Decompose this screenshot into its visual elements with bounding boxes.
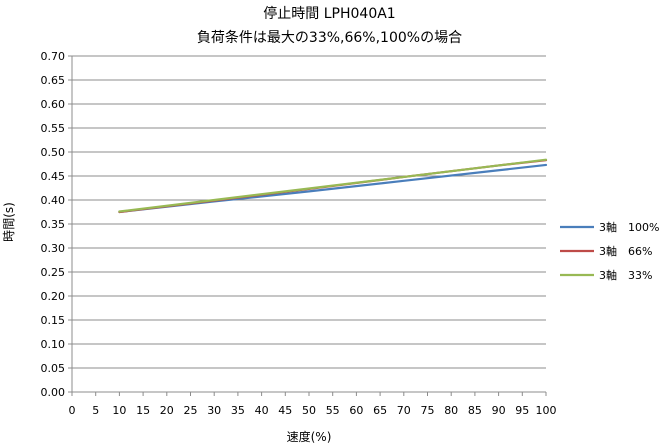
y-tick-label: 0.25 <box>41 266 66 279</box>
x-tick-label: 30 <box>207 404 221 417</box>
x-tick-label: 0 <box>69 404 76 417</box>
x-tick-label: 35 <box>231 404 245 417</box>
y-tick-label: 0.55 <box>41 122 66 135</box>
y-axis-ticks: 0.00 0.05 0.10 0.15 0.20 0.25 0.30 0.35 0.40 0.45… <box>41 50 72 399</box>
x-tick-label: 65 <box>373 404 387 417</box>
x-tick-label: 85 <box>468 404 482 417</box>
x-tick-label: 75 <box>421 404 435 417</box>
x-tick-label: 100 <box>536 404 557 417</box>
legend: 3軸 100% 3軸 66% 3軸 33% <box>560 220 659 282</box>
y-tick-label: 0.35 <box>41 218 66 231</box>
x-tick-label: 70 <box>397 404 411 417</box>
x-tick-label: 10 <box>112 404 126 417</box>
x-tick-label: 45 <box>278 404 292 417</box>
x-tick-label: 25 <box>184 404 198 417</box>
x-tick-label: 60 <box>349 404 363 417</box>
y-tick-label: 0.65 <box>41 74 66 87</box>
chart-title: 停止時間 LPH040A1 <box>263 6 396 22</box>
x-tick-label: 95 <box>515 404 529 417</box>
y-tick-label: 0.50 <box>41 146 66 159</box>
x-tick-label: 90 <box>492 404 506 417</box>
series-line-3 <box>118 158 548 213</box>
x-tick-label: 50 <box>302 404 316 417</box>
y-tick-label: 0.20 <box>41 290 66 303</box>
chart-subtitle: 負荷条件は最大の33%,66%,100%の場合 <box>196 30 463 46</box>
y-tick-label: 0.15 <box>41 314 66 327</box>
x-tick-label: 55 <box>326 404 340 417</box>
x-tick-label: 15 <box>136 404 150 417</box>
y-tick-label: 0.60 <box>41 98 66 111</box>
y-tick-label: 0.40 <box>41 194 66 207</box>
y-tick-label: 0.10 <box>41 338 66 351</box>
x-axis-ticks: 0 5 10 15 20 25 30 35 40 45 50 55 60 65 70 75 80 85 90 95 10… <box>69 392 557 417</box>
x-tick-label: 5 <box>92 404 99 417</box>
y-tick-label: 0.30 <box>41 242 66 255</box>
y-tick-label: 0.70 <box>41 50 66 63</box>
series-lines <box>118 158 548 214</box>
y-tick-label: 0.00 <box>41 386 66 399</box>
gridlines <box>72 55 546 369</box>
y-tick-label: 0.05 <box>41 362 66 375</box>
x-axis-label: 速度(%) <box>287 429 332 443</box>
x-tick-label: 40 <box>255 404 269 417</box>
x-tick-label: 80 <box>444 404 458 417</box>
y-axis-label: 時間(s) <box>2 202 16 242</box>
legend-label-2: 3軸 66% <box>599 244 652 258</box>
y-tick-label: 0.45 <box>41 170 66 183</box>
legend-label-3: 3軸 33% <box>599 268 652 282</box>
legend-label-1: 3軸 100% <box>599 220 659 234</box>
x-tick-label: 20 <box>160 404 174 417</box>
